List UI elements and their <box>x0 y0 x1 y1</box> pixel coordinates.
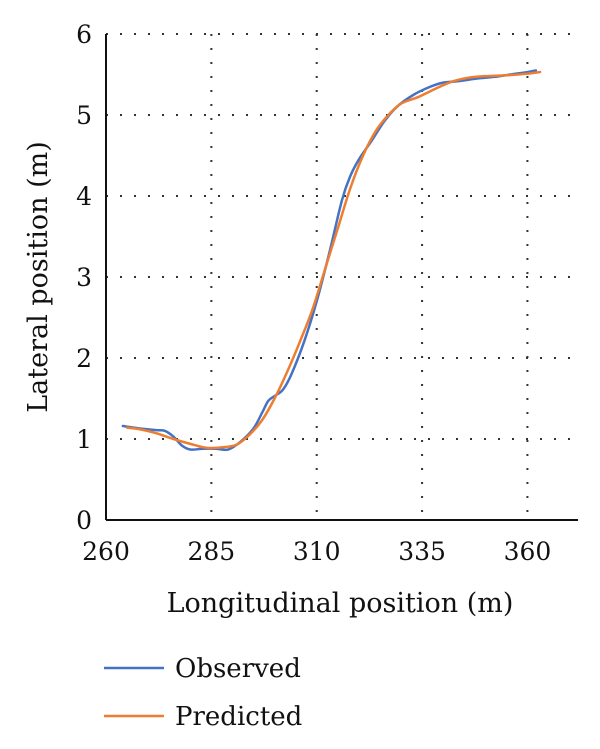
y-tick-label: 2 <box>76 344 92 373</box>
y-tick-label: 0 <box>76 506 92 535</box>
x-tick-label: 310 <box>293 537 341 566</box>
legend: Observed Predicted <box>104 654 302 732</box>
x-tick-label: 285 <box>187 537 235 566</box>
x-tick-label: 360 <box>504 537 552 566</box>
series-lines <box>121 69 542 452</box>
series-line-observed <box>121 69 538 452</box>
x-axis-title: Longitudinal position (m) <box>167 588 514 619</box>
axes <box>105 34 578 521</box>
y-tick-label: 6 <box>76 20 92 49</box>
y-tick-label: 5 <box>76 101 92 130</box>
series-line-predicted <box>125 70 542 450</box>
y-tick-label: 3 <box>76 263 92 292</box>
legend-label-predicted: Predicted <box>175 702 302 732</box>
y-tick-label: 4 <box>76 182 92 211</box>
grid-lines <box>106 33 578 520</box>
x-tick-label: 335 <box>398 537 446 566</box>
x-tick-label: 260 <box>82 537 130 566</box>
y-axis-title: Lateral position (m) <box>23 141 54 413</box>
tick-labels: 0 1 2 3 4 5 6 260 285 310 335 360 <box>76 20 551 566</box>
y-tick-label: 1 <box>76 425 92 454</box>
legend-label-observed: Observed <box>175 654 301 684</box>
